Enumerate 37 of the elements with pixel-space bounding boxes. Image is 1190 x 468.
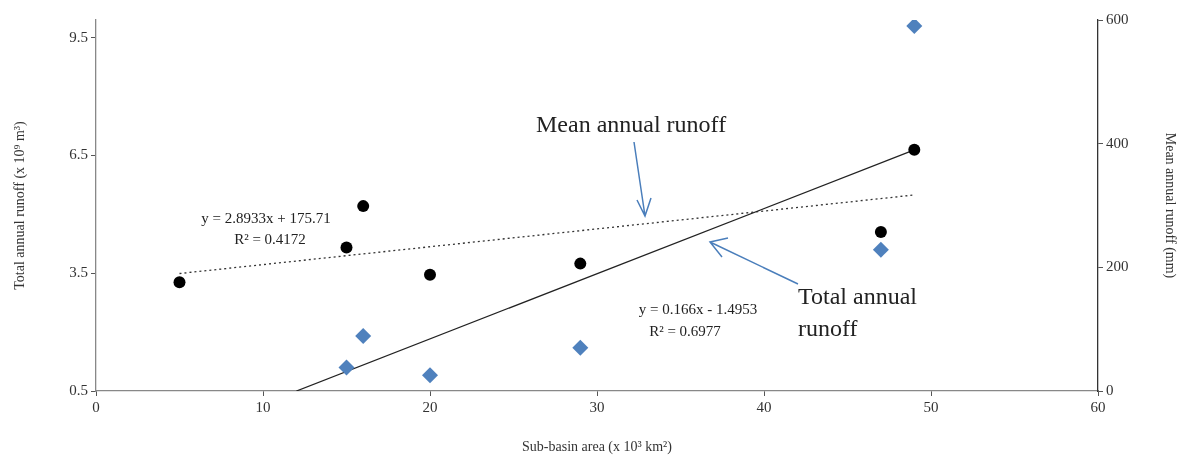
- annotation: y = 2.8933x + 175.71: [200, 209, 332, 228]
- y-tick-label: 9.5: [69, 28, 88, 45]
- x-tick-label: 50: [923, 398, 939, 415]
- point: [572, 339, 589, 356]
- point: [340, 241, 353, 254]
- x-tick-label: 60: [1090, 398, 1106, 415]
- point: [357, 200, 370, 213]
- y2-tick-label: 0: [1106, 381, 1114, 398]
- point: [872, 241, 889, 258]
- y2-tick-label: 600: [1106, 10, 1129, 27]
- x-tick-label: 20: [422, 398, 438, 415]
- point: [574, 257, 587, 270]
- point: [338, 359, 355, 376]
- point: [874, 226, 887, 239]
- point: [173, 276, 186, 289]
- x-tick-label: 30: [589, 398, 605, 415]
- y-tick-label: 3.5: [69, 264, 88, 281]
- annotation: R² = 0.6977: [648, 322, 722, 341]
- point: [908, 143, 921, 156]
- annotation: y = 0.166x - 1.4953: [637, 300, 759, 319]
- y2-axis-title: Mean annual runoff (mm): [1161, 132, 1178, 279]
- x-tick-label: 0: [92, 398, 100, 415]
- point: [424, 268, 436, 281]
- point: [422, 367, 438, 384]
- y-axis-title: Total annual runoff (x 10⁹ m³): [12, 120, 29, 290]
- point: [355, 328, 372, 345]
- x-axis-title: Sub-basin area (x 10³ km²): [522, 439, 673, 456]
- y-tick-label: 6.5: [69, 146, 88, 163]
- annotation: Mean annual runoff: [536, 110, 728, 139]
- x-tick-label: 10: [255, 398, 271, 415]
- x-tick-label: 40: [756, 398, 772, 415]
- y2-tick-label: 200: [1106, 258, 1129, 275]
- y-tick-label: 0.5: [69, 381, 88, 398]
- annotation: R² = 0.4172: [233, 230, 307, 249]
- annotation: Total annual runoff: [798, 282, 918, 344]
- point: [906, 20, 923, 34]
- y2-tick-label: 400: [1106, 134, 1129, 151]
